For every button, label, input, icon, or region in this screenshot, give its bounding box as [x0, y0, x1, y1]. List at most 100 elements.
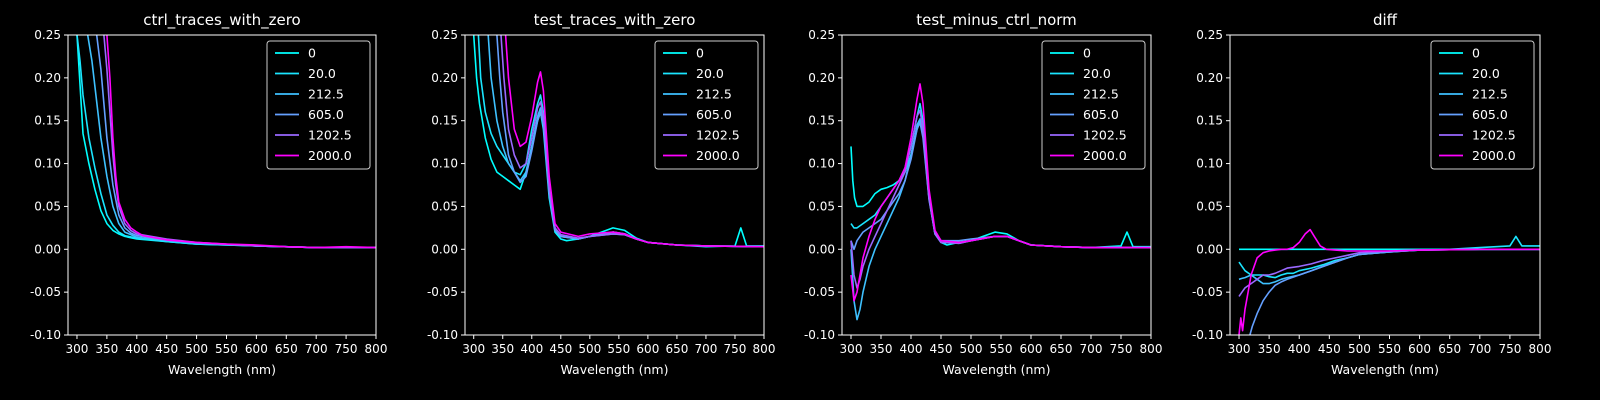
x-tick-label: 800: [1529, 342, 1552, 356]
y-tick-label: 0.25: [34, 28, 61, 42]
y-tick-label: -0.05: [804, 285, 835, 299]
x-tick-label: 350: [95, 342, 118, 356]
x-tick-label: 500: [185, 342, 208, 356]
legend-label: 1202.5: [696, 128, 740, 143]
series-group: [76, 35, 376, 249]
x-tick-label: 650: [1438, 342, 1461, 356]
axes-frame: [67, 34, 377, 336]
chart-panel-1: 300 350 400 450 500 550 600 650 700 750 800 -0.10 -0…: [427, 11, 776, 377]
x-tick-label: 550: [215, 342, 238, 356]
x-tick-label: 700: [305, 342, 328, 356]
series-group: [472, 35, 764, 248]
x-tick-label: 450: [549, 342, 572, 356]
x-tick-label: 650: [275, 342, 298, 356]
x-tick-label: 700: [1468, 342, 1491, 356]
y-tick-label: -0.10: [427, 328, 458, 342]
y-tick-label: 0.25: [1196, 28, 1223, 42]
legend-label: 212.5: [308, 87, 344, 102]
legend-label: 1202.5: [1083, 128, 1127, 143]
x-tick-label: 550: [1378, 342, 1401, 356]
chart-title: test_traces_with_zero: [534, 11, 696, 30]
y-tick-label: 0.10: [1196, 157, 1223, 171]
legend-label: 0: [308, 46, 316, 61]
x-tick-label: 600: [636, 342, 659, 356]
series-line-212.5: [1238, 248, 1540, 285]
series-group: [850, 83, 1151, 321]
y-tick-label: -0.05: [30, 285, 61, 299]
legend-label: 20.0: [1083, 66, 1111, 81]
legend-label: 2000.0: [696, 148, 740, 163]
x-tick-label: 750: [724, 342, 747, 356]
chart-panel-2: 300 350 400 450 500 550 600 650 700 750 800 -0.10 -0…: [804, 11, 1163, 377]
legend-label: 1202.5: [1472, 128, 1516, 143]
legend-label: 0: [1472, 46, 1480, 61]
x-axis-label: Wavelength (nm): [168, 362, 276, 377]
y-tick-label: 0.15: [808, 114, 835, 128]
y-tick-label: 0.00: [431, 242, 458, 256]
x-axis-label: Wavelength (nm): [943, 362, 1051, 377]
x-tick-label: 650: [665, 342, 688, 356]
chart-panel-3: 300 350 400 450 500 550 600 650 700 750 800 -0.10 -0…: [1192, 11, 1552, 377]
y-tick-label: 0.20: [34, 71, 61, 85]
x-tick-label: 300: [462, 342, 485, 356]
y-tick-label: 0.05: [1196, 199, 1223, 213]
y-tick-label: 0.05: [808, 199, 835, 213]
axes-frame: [464, 34, 765, 336]
x-axis-label: Wavelength (nm): [561, 362, 669, 377]
y-tick-label: 0.10: [431, 157, 458, 171]
legend-label: 212.5: [696, 87, 732, 102]
x-tick-label: 400: [1288, 342, 1311, 356]
legend: 0 20.0 212.5 605.0 1202.5 2000.0: [266, 40, 371, 170]
axes-frame: [1229, 34, 1541, 336]
x-tick-label: 750: [335, 342, 358, 356]
y-tick-label: 0.10: [808, 157, 835, 171]
legend-label: 605.0: [696, 107, 732, 122]
x-tick-label: 500: [578, 342, 601, 356]
y-tick-label: 0.05: [431, 199, 458, 213]
y-tick-label: 0.20: [1196, 71, 1223, 85]
x-tick-label: 450: [1318, 342, 1341, 356]
x-tick-label: 800: [753, 342, 776, 356]
x-tick-label: 650: [1050, 342, 1073, 356]
y-tick-label: -0.10: [30, 328, 61, 342]
legend-label: 0: [1083, 46, 1091, 61]
chart-title: ctrl_traces_with_zero: [143, 11, 300, 30]
y-tick-label: -0.05: [427, 285, 458, 299]
x-tick-label: 300: [66, 342, 89, 356]
x-tick-label: 300: [840, 342, 863, 356]
x-tick-label: 700: [1080, 342, 1103, 356]
series-line-605.0: [1249, 248, 1540, 335]
legend-label: 212.5: [1083, 87, 1119, 102]
legend-label: 1202.5: [308, 128, 352, 143]
legend-label: 20.0: [696, 66, 724, 81]
legend-label: 20.0: [1472, 66, 1500, 81]
x-tick-label: 700: [694, 342, 717, 356]
y-tick-label: 0.25: [431, 28, 458, 42]
legend-label: 605.0: [1472, 107, 1508, 122]
series-line-2000.0: [1238, 228, 1540, 335]
y-tick-label: 0.10: [34, 157, 61, 171]
x-tick-label: 500: [1348, 342, 1371, 356]
y-tick-label: 0.05: [34, 199, 61, 213]
y-tick-label: 0.15: [431, 114, 458, 128]
x-tick-label: 800: [365, 342, 388, 356]
x-tick-label: 350: [870, 342, 893, 356]
chart-panel-0: 300 350 400 450 500 550 600 650 700 750 800 -0.10 -0…: [30, 11, 388, 377]
series-line-1202.5: [1238, 248, 1540, 297]
y-tick-label: -0.10: [804, 328, 835, 342]
x-tick-label: 600: [1408, 342, 1431, 356]
y-tick-label: 0.00: [808, 242, 835, 256]
series-line-2000.0: [850, 83, 1151, 302]
legend-label: 2000.0: [308, 148, 352, 163]
legend-label: 605.0: [1083, 107, 1119, 122]
axes-frame: [841, 34, 1152, 336]
x-tick-label: 450: [155, 342, 178, 356]
legend-label: 605.0: [308, 107, 344, 122]
y-tick-label: 0.20: [431, 71, 458, 85]
legend-label: 2000.0: [1472, 148, 1516, 163]
x-tick-label: 400: [900, 342, 923, 356]
x-tick-label: 400: [520, 342, 543, 356]
chart-title: test_minus_ctrl_norm: [916, 11, 1077, 30]
x-tick-label: 750: [1110, 342, 1133, 356]
legend-label: 212.5: [1472, 87, 1508, 102]
